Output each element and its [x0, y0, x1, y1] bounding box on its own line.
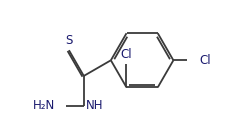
Text: H₂N: H₂N	[33, 99, 55, 112]
Text: NH: NH	[85, 99, 103, 112]
Text: Cl: Cl	[199, 54, 211, 67]
Text: S: S	[65, 34, 72, 47]
Text: Cl: Cl	[120, 48, 132, 61]
